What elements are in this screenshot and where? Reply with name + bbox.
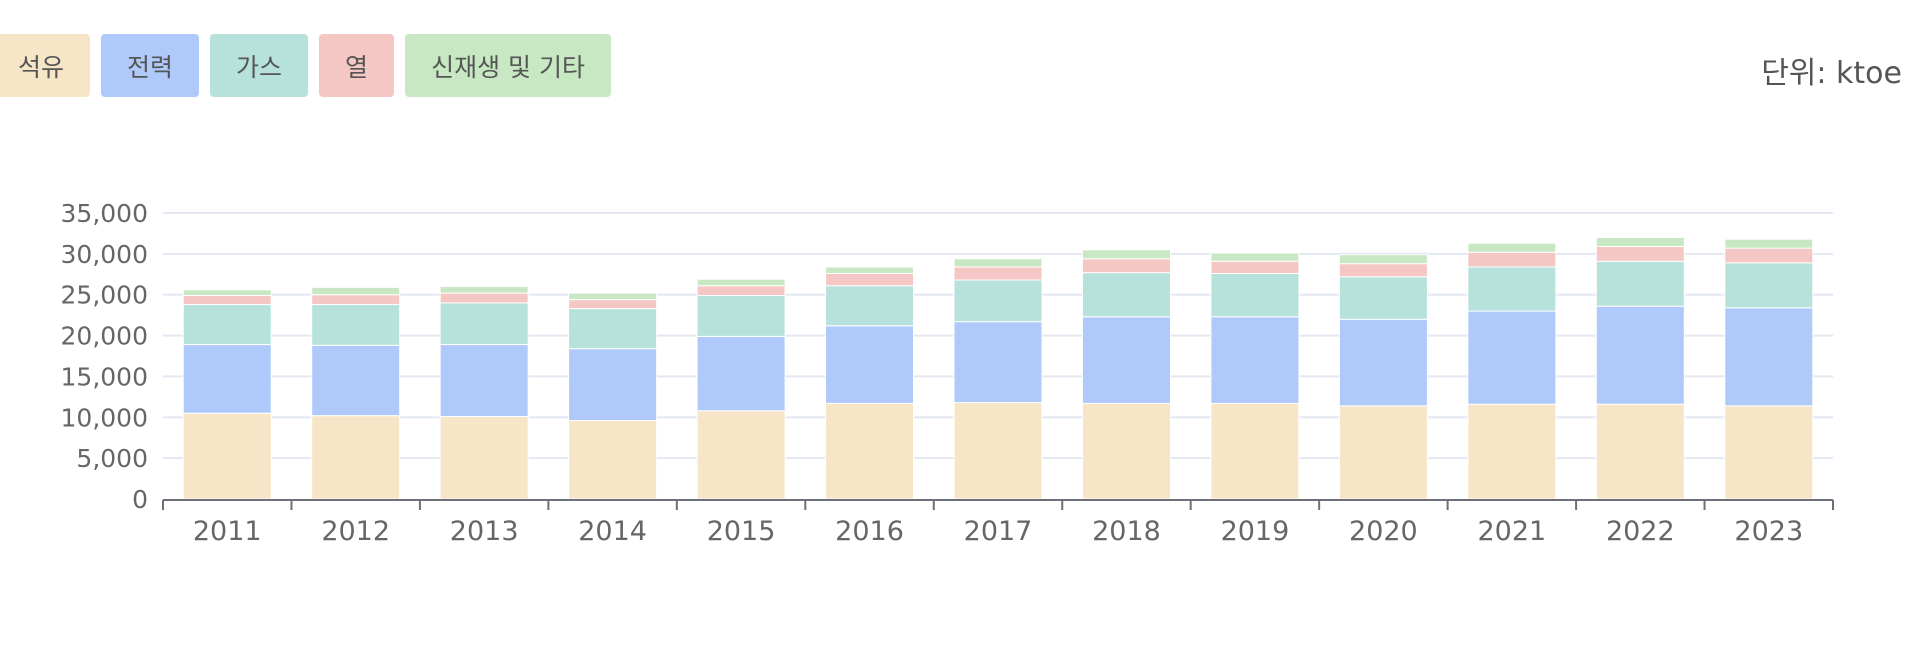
bar-segment[interactable]	[311, 415, 401, 500]
bar-segment[interactable]	[953, 258, 1043, 268]
bar-segment[interactable]	[953, 402, 1043, 500]
x-tick-label: 2015	[707, 516, 776, 547]
chart-legend: 석유 전력 가스 열 신재생 및 기타	[0, 34, 611, 97]
y-tick-label: 30,000	[61, 240, 148, 269]
bar-segment[interactable]	[439, 302, 529, 346]
bar-segment[interactable]	[825, 325, 915, 404]
x-axis: 2011 2012 2013 2014 2015 2016 2017 2018 2019 2020…	[162, 499, 1834, 547]
bar-segment[interactable]	[311, 286, 401, 296]
y-tick-label: 5,000	[76, 444, 148, 473]
y-tick-label: 0	[132, 485, 148, 514]
unit-label: 단위: ktoe	[1761, 56, 1902, 91]
bar-segment[interactable]	[1210, 260, 1300, 274]
bar-segment[interactable]	[953, 279, 1043, 323]
bar-segment[interactable]	[1724, 262, 1814, 309]
x-tick-label: 2019	[1221, 516, 1290, 547]
bar-segment[interactable]	[696, 335, 786, 412]
bar-segment[interactable]	[1467, 310, 1557, 405]
bar-segment[interactable]	[1724, 307, 1814, 407]
bar-segment[interactable]	[182, 289, 272, 297]
bar-segment[interactable]	[696, 285, 786, 297]
x-tick-label: 2013	[450, 516, 519, 547]
bar-segment[interactable]	[568, 308, 658, 350]
bar-segment[interactable]	[439, 292, 529, 304]
bar-segment[interactable]	[1595, 260, 1685, 307]
bar-segment[interactable]	[1338, 405, 1428, 500]
x-tick-label: 2014	[578, 516, 647, 547]
bar-segment[interactable]	[1081, 249, 1171, 260]
bar-segment[interactable]	[1724, 405, 1814, 500]
y-tick-label: 25,000	[61, 281, 148, 310]
bar-segment[interactable]	[311, 294, 401, 306]
bar-segment[interactable]	[182, 304, 272, 346]
bar-segment[interactable]	[953, 266, 1043, 281]
bar-segment[interactable]	[696, 278, 786, 287]
bar-segment[interactable]	[696, 410, 786, 500]
bar-segment[interactable]	[182, 412, 272, 500]
bar-segment[interactable]	[182, 295, 272, 306]
bar-segment[interactable]	[1467, 242, 1557, 253]
bar-segment[interactable]	[1467, 266, 1557, 312]
bar-segment[interactable]	[568, 348, 658, 422]
bar-segment[interactable]	[825, 266, 915, 274]
bar-segment[interactable]	[568, 299, 658, 310]
bar-segment[interactable]	[1467, 251, 1557, 268]
y-tick-label: 20,000	[61, 322, 148, 351]
legend-item-electricity[interactable]: 전력	[101, 34, 200, 97]
bar-segment[interactable]	[439, 415, 529, 500]
x-tick-label: 2021	[1477, 516, 1546, 547]
bar-segment[interactable]	[568, 420, 658, 500]
x-tick-label: 2011	[193, 516, 262, 547]
bar-segment[interactable]	[1338, 276, 1428, 320]
bar-segment[interactable]	[182, 344, 272, 414]
x-tick-label: 2018	[1092, 516, 1161, 547]
bar-segment[interactable]	[439, 286, 529, 294]
bar-segment[interactable]	[439, 344, 529, 417]
bar-segment[interactable]	[825, 272, 915, 287]
bar-segment[interactable]	[1210, 252, 1300, 262]
bar-segment[interactable]	[1338, 263, 1428, 278]
bar-segment[interactable]	[1338, 318, 1428, 407]
bar-segment[interactable]	[1081, 402, 1171, 500]
bar-segment[interactable]	[568, 292, 658, 301]
bar-segment[interactable]	[1210, 402, 1300, 500]
y-tick-label: 35,000	[61, 199, 148, 228]
x-tick-label: 2023	[1734, 516, 1803, 547]
bar-segment[interactable]	[696, 295, 786, 337]
bar-segment[interactable]	[1595, 403, 1685, 500]
legend-item-renewables[interactable]: 신재생 및 기타	[405, 34, 611, 97]
bar-segment[interactable]	[825, 402, 915, 500]
legend-item-oil[interactable]: 석유	[0, 34, 91, 97]
legend-item-heat[interactable]: 열	[319, 34, 395, 97]
bar-segment[interactable]	[1595, 305, 1685, 405]
bar-segment[interactable]	[825, 285, 915, 327]
bar-segment[interactable]	[1467, 403, 1557, 500]
bar-segment[interactable]	[311, 304, 401, 346]
bar-segment[interactable]	[1595, 246, 1685, 262]
y-tick-label: 10,000	[61, 403, 148, 432]
x-tick-label: 2017	[964, 516, 1033, 547]
x-tick-label: 2012	[321, 516, 390, 547]
legend-item-gas[interactable]: 가스	[210, 34, 309, 97]
bar-segment[interactable]	[953, 321, 1043, 404]
bar-segment[interactable]	[1210, 272, 1300, 318]
bar-segment[interactable]	[1210, 316, 1300, 404]
y-axis: 35,000 30,000 25,000 20,000 15,000 10,000 5,00…	[61, 199, 148, 514]
bar-segment[interactable]	[1081, 258, 1171, 274]
bar-segment[interactable]	[1338, 254, 1428, 265]
bar-segment[interactable]	[1724, 238, 1814, 249]
x-tick-label: 2020	[1349, 516, 1418, 547]
x-tick-label: 2016	[835, 516, 904, 547]
y-tick-label: 15,000	[61, 362, 148, 391]
bar-segment[interactable]	[1081, 316, 1171, 404]
bar-segment[interactable]	[1081, 272, 1171, 318]
bar-series	[182, 237, 1814, 500]
bar-segment[interactable]	[311, 344, 401, 417]
bar-segment[interactable]	[1595, 237, 1685, 248]
bar-segment[interactable]	[1724, 247, 1814, 264]
x-tick-label: 2022	[1606, 516, 1675, 547]
